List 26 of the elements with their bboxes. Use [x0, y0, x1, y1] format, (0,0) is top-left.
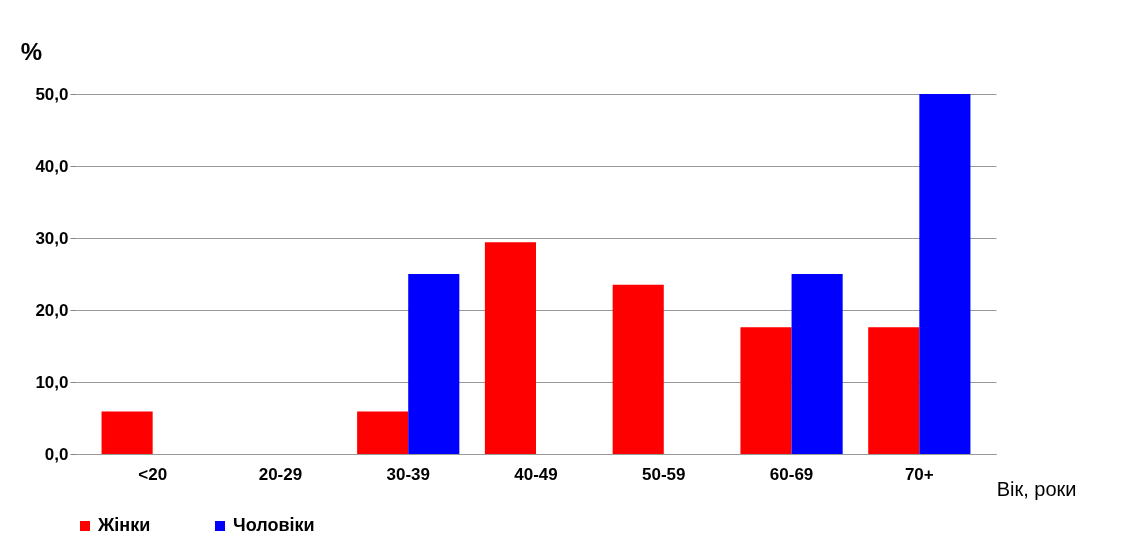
bar	[357, 411, 409, 454]
bar	[484, 242, 536, 454]
x-tick-label: 40-49	[514, 464, 558, 484]
y-tick-label: 0,0	[44, 444, 69, 464]
y-tick-label: 30,0	[35, 228, 69, 248]
y-tick-label: 10,0	[35, 372, 69, 392]
x-axis-title: Вік, роки	[996, 477, 1077, 500]
legend-label: Жінки	[97, 515, 151, 535]
x-tick-label: 70+	[904, 464, 934, 484]
legend-label: Чоловіки	[233, 515, 315, 535]
bar	[612, 284, 664, 454]
bar	[791, 274, 843, 454]
x-tick-label: 50-59	[642, 464, 686, 484]
x-tick-label: 30-39	[386, 464, 430, 484]
x-tick-label: 20-29	[258, 464, 303, 484]
y-axis-title: %	[20, 37, 43, 65]
bar	[408, 274, 460, 454]
y-tick-label: 40,0	[35, 156, 69, 176]
y-tick-label: 20,0	[35, 300, 69, 320]
x-tick-label: 60-69	[769, 464, 814, 484]
y-tick-label: 50,0	[35, 84, 69, 104]
x-tick-label: <20	[138, 464, 168, 484]
bar	[101, 411, 153, 454]
bar	[740, 327, 792, 454]
bar	[868, 327, 920, 454]
bar	[919, 94, 971, 454]
